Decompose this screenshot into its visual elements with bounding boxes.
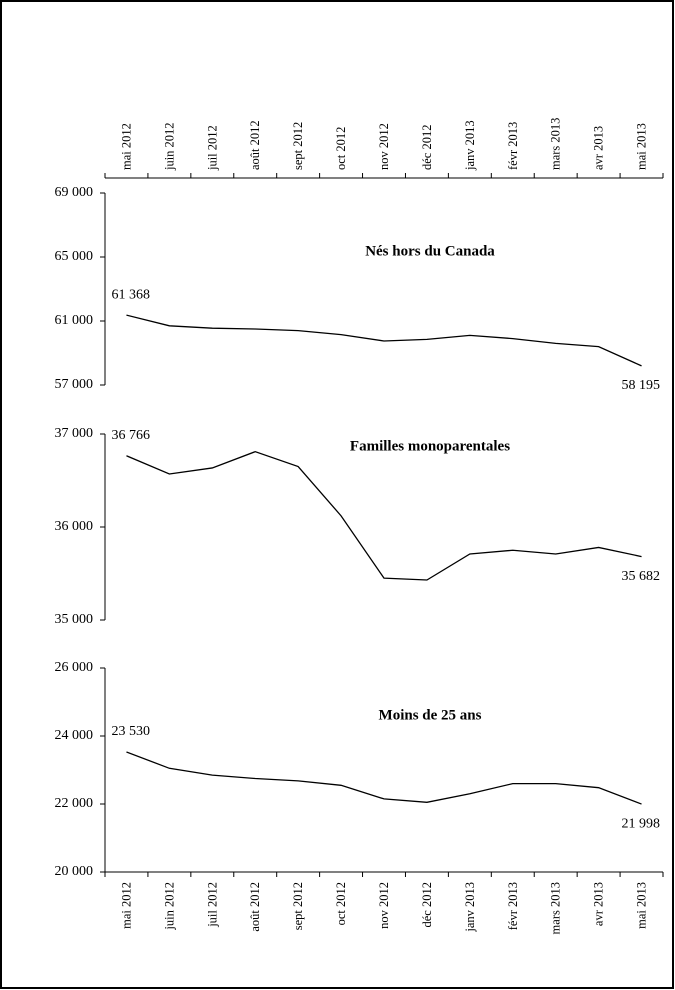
y-tick-label: 65 000	[55, 249, 94, 264]
x-tick-label: avr 2013	[592, 882, 606, 926]
y-tick-label: 26 000	[55, 660, 94, 675]
data-label: 35 682	[622, 569, 661, 584]
y-tick-label: 35 000	[55, 612, 94, 627]
y-tick-label: 22 000	[55, 796, 94, 811]
x-tick-label: déc 2012	[420, 882, 434, 927]
y-tick-label: 20 000	[55, 864, 94, 879]
x-tick-label: juin 2012	[162, 122, 176, 171]
x-tick-label: mai 2012	[119, 882, 133, 929]
line	[126, 314, 642, 367]
x-tick-label: janv 2013	[463, 120, 477, 171]
x-tick-label: juil 2012	[205, 125, 219, 171]
x-tick-label: mars 2013	[549, 118, 563, 170]
y-tick-label: 24 000	[55, 728, 94, 743]
panel-title: Moins de 25 ans	[379, 707, 482, 723]
x-tick-label: nov 2012	[377, 882, 391, 929]
x-tick-label: juil 2012	[205, 882, 219, 928]
data-label: 58 195	[622, 378, 661, 393]
data-label: 61 368	[111, 287, 150, 302]
line	[126, 450, 642, 581]
x-tick-label: mai 2012	[119, 123, 133, 170]
data-label: 36 766	[111, 428, 150, 443]
data-label: 23 530	[111, 724, 150, 739]
panel-title: Familles monoparentales	[350, 438, 510, 454]
data-label: 21 998	[622, 816, 661, 831]
x-tick-label: sept 2012	[291, 882, 305, 930]
x-tick-label: déc 2012	[420, 125, 434, 170]
x-tick-label: sept 2012	[291, 122, 305, 170]
x-tick-label: avr 2013	[592, 126, 606, 170]
y-tick-label: 61 000	[55, 313, 94, 328]
x-tick-label: nov 2012	[377, 123, 391, 170]
panel-title: Nés hors du Canada	[365, 243, 495, 259]
line	[126, 751, 642, 805]
x-tick-label: mai 2013	[635, 123, 649, 170]
x-tick-label: oct 2012	[334, 127, 348, 170]
y-tick-label: 69 000	[55, 185, 94, 200]
y-tick-label: 36 000	[55, 519, 94, 534]
x-tick-label: mars 2013	[549, 882, 563, 934]
y-tick-label: 37 000	[55, 426, 94, 441]
x-tick-label: mai 2013	[635, 882, 649, 929]
x-tick-label: août 2012	[248, 882, 262, 932]
x-tick-label: janv 2013	[463, 882, 477, 933]
x-tick-label: févr 2013	[506, 882, 520, 930]
x-tick-label: août 2012	[248, 120, 262, 170]
y-tick-label: 57 000	[55, 377, 94, 392]
x-tick-label: oct 2012	[334, 882, 348, 925]
x-tick-label: févr 2013	[506, 122, 520, 170]
x-tick-label: juin 2012	[162, 882, 176, 931]
